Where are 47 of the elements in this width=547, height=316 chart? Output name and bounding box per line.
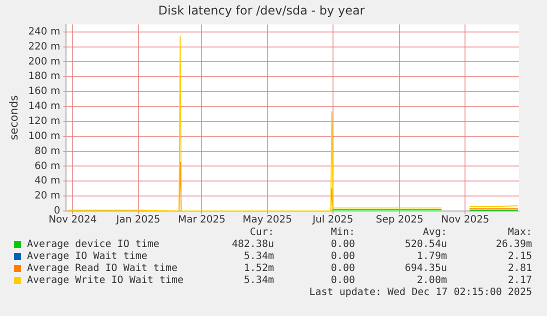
text: 2.00m [416, 275, 447, 287]
text: 0.00 [330, 239, 355, 251]
text: 1.52m [244, 263, 274, 275]
text: 0.00 [330, 263, 355, 275]
text: 5.34m [244, 251, 274, 263]
y-tick-label: 120 m [28, 116, 60, 128]
y-tick-label: 240 m [28, 26, 60, 38]
text: 520.54u [404, 239, 447, 251]
y-tick-label: 20 m [34, 190, 60, 202]
text: Max: [508, 227, 532, 239]
text: Min: [330, 227, 355, 239]
legend-label: Average IO Wait time [27, 251, 148, 263]
x-tick-label: Sep 2025 [376, 214, 424, 226]
text: 2.17 [508, 275, 532, 287]
text: Cur: [250, 227, 274, 239]
y-tick-label: 40 m [34, 176, 60, 187]
chart-title: Disk latency for /dev/sda - by year [158, 3, 365, 18]
text: Last update: Wed Dec 17 02:15:00 2025 [309, 287, 532, 299]
x-tick-label: Jul 2025 [312, 214, 354, 226]
y-tick-label: 200 m [28, 56, 60, 68]
y-tick-label: 180 m [28, 71, 60, 82]
x-tick-label: Jan 2025 [115, 214, 160, 226]
text: 0.00 [330, 275, 355, 287]
x-tick-label: Nov 2025 [441, 214, 490, 226]
legend-label: Average device IO time [27, 239, 160, 251]
y-tick-label: 100 m [28, 130, 60, 142]
y-tick-label: 0 [54, 206, 60, 217]
text: 482.38u [232, 239, 274, 251]
y-tick-label: 60 m [34, 160, 60, 172]
legend-label: Average Write IO Wait time [27, 275, 184, 287]
text: 1.79m [416, 251, 447, 263]
y-tick-label: 160 m [28, 86, 60, 98]
y-tick-label: 220 m [28, 41, 60, 52]
text: 2.81 [508, 263, 532, 275]
text: 694.35u [404, 263, 447, 275]
text: 5.34m [244, 275, 274, 287]
text: 26.39m [496, 239, 532, 251]
y-tick-label: 140 m [28, 101, 60, 112]
x-tick-label: Mar 2025 [178, 214, 226, 226]
text: Avg: [422, 227, 447, 239]
x-tick-label: May 2025 [242, 214, 292, 226]
text: 2.15 [508, 251, 532, 263]
y-tick-label: 80 m [34, 146, 60, 157]
x-tick-label: Nov 2024 [48, 214, 97, 226]
text: 0.00 [330, 251, 355, 263]
y-axis-title: seconds [7, 94, 20, 140]
legend-label: Average Read IO Wait time [27, 263, 178, 275]
